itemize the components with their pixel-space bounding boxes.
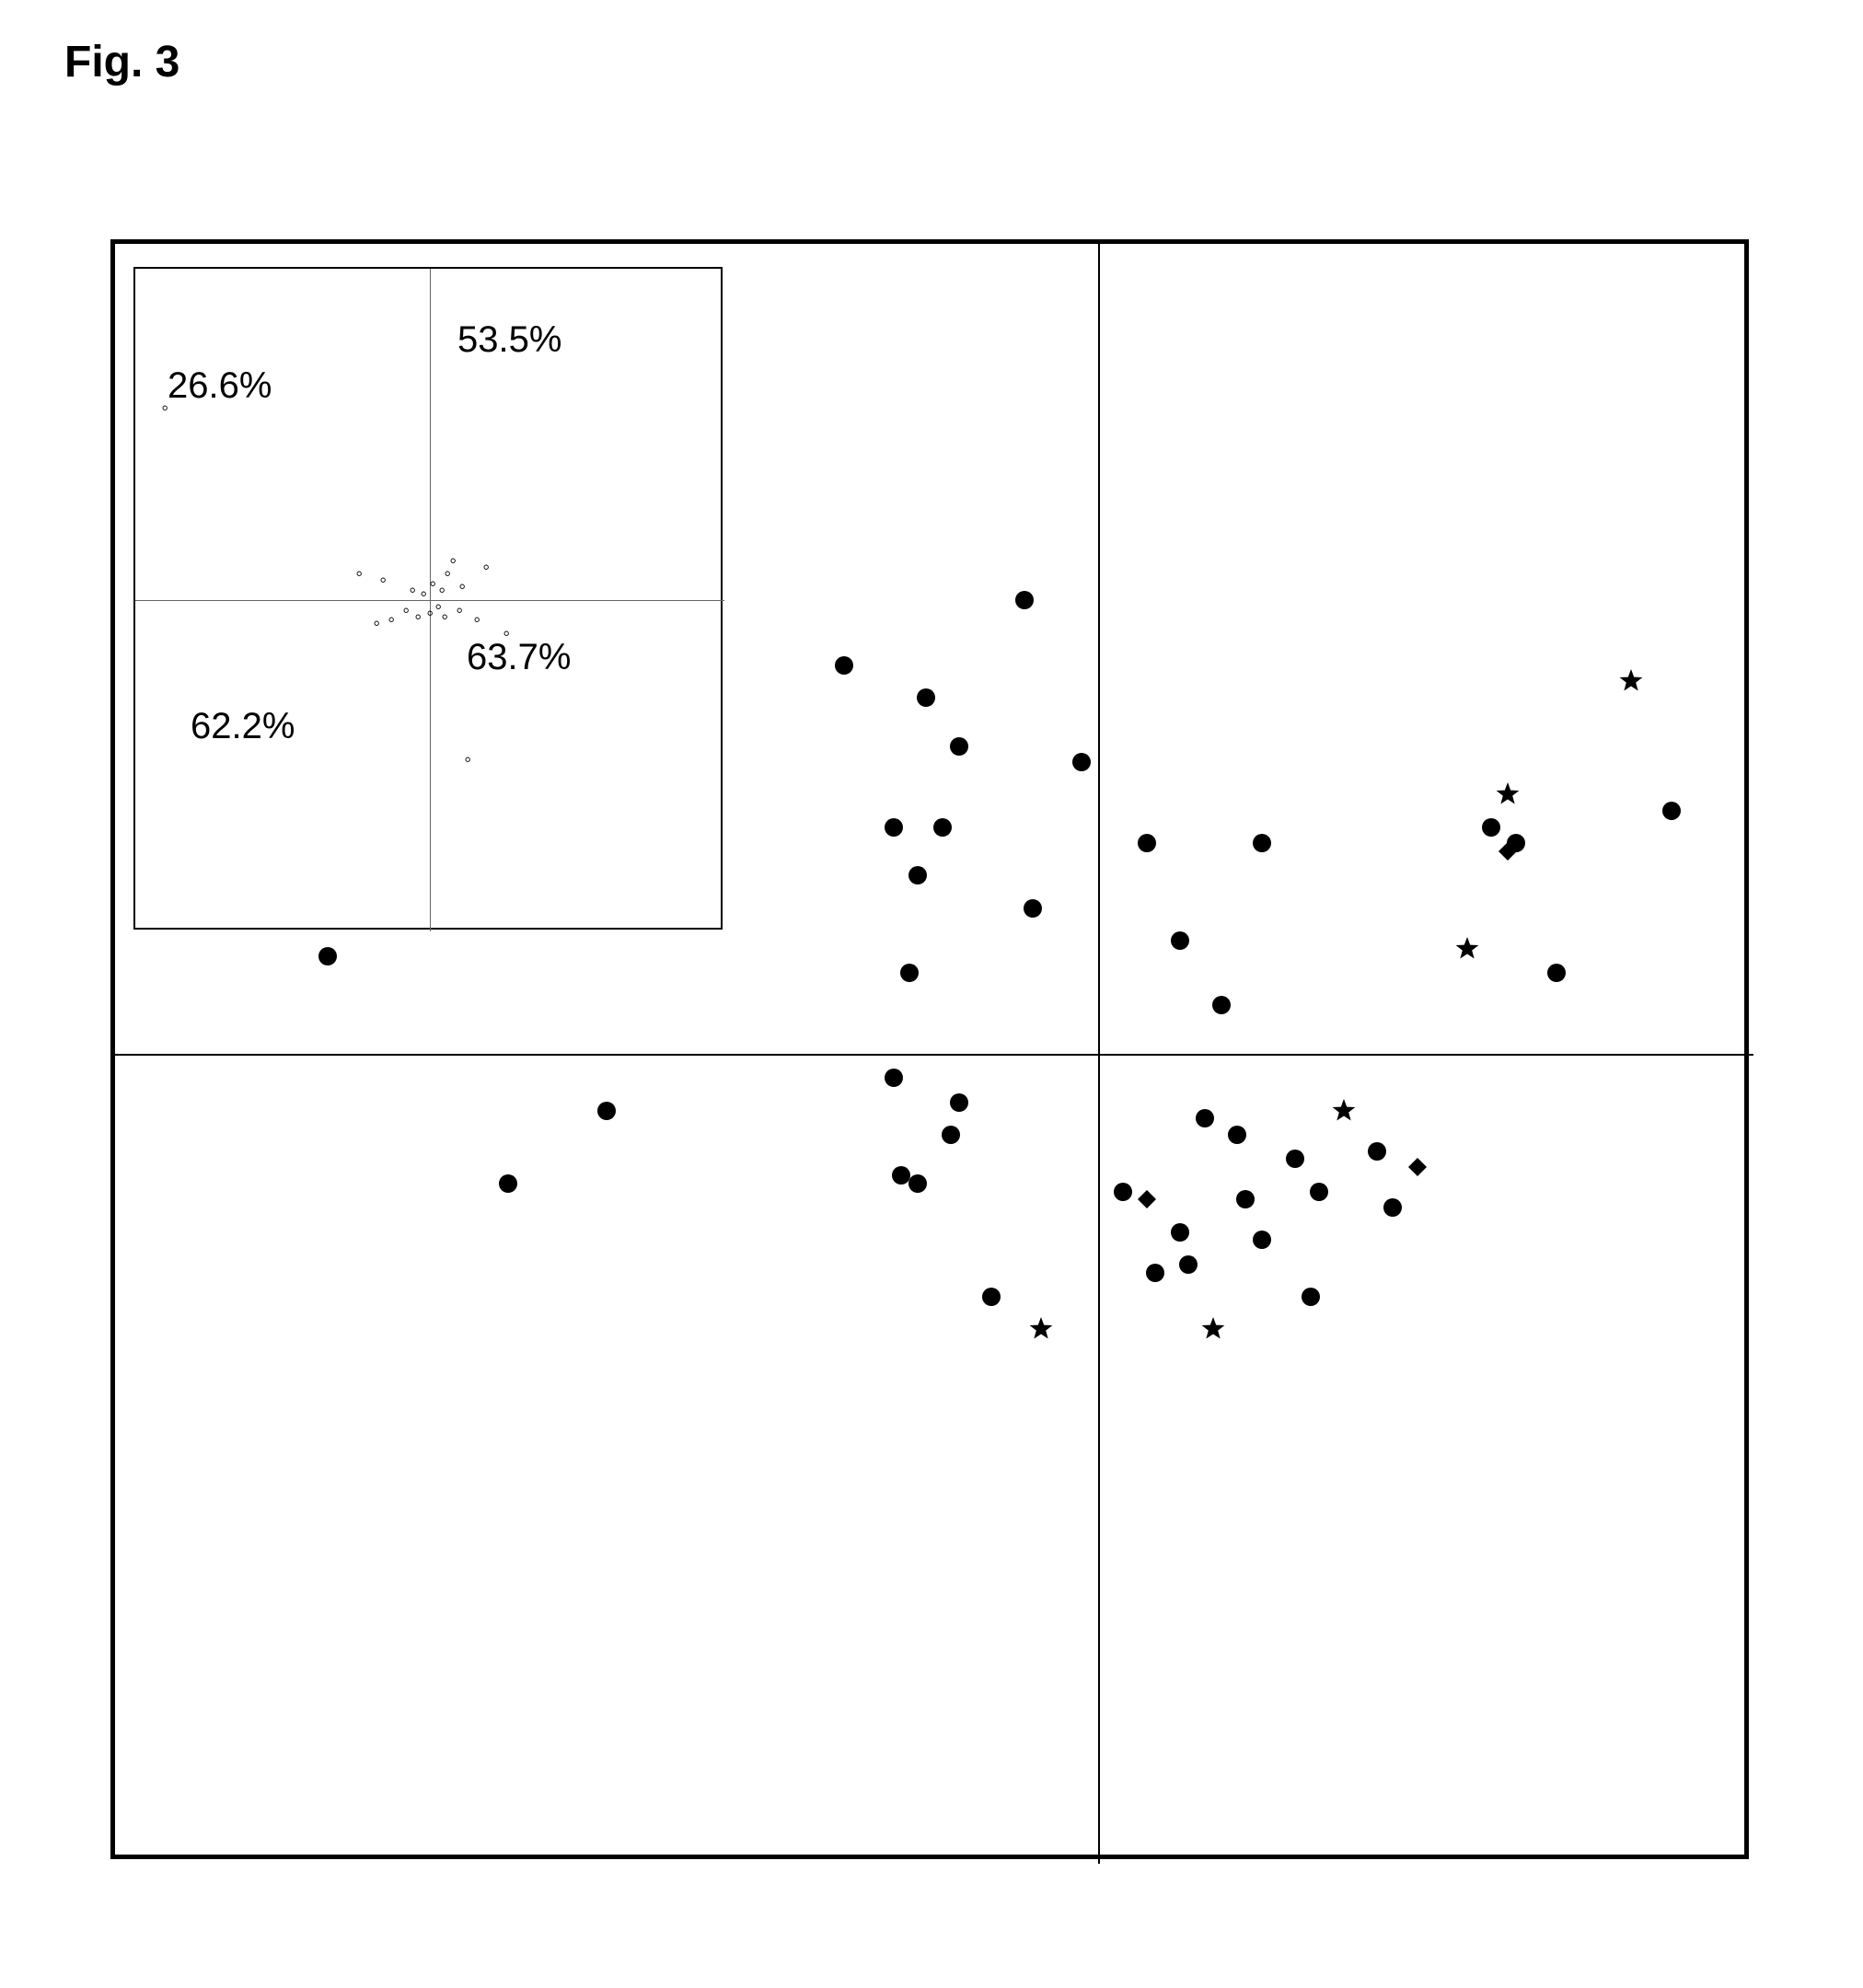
circle-marker: [1196, 1109, 1214, 1127]
circle-marker: [1253, 1231, 1271, 1249]
circle-marker: [411, 588, 414, 592]
star-marker: [1029, 1317, 1053, 1341]
circle-marker: [1302, 1288, 1320, 1306]
circle-marker: [1286, 1150, 1304, 1168]
inset-quadrant-label-br: 63.7%: [467, 637, 571, 678]
circle-marker: [460, 584, 464, 588]
circle-marker: [1138, 834, 1156, 852]
circle-marker: [389, 618, 393, 621]
circle-marker: [416, 615, 420, 618]
circle-marker: [982, 1288, 1001, 1306]
circle-marker: [431, 582, 434, 585]
star-marker: [1332, 1099, 1356, 1123]
circle-marker: [942, 1126, 960, 1144]
circle-marker: [885, 818, 903, 837]
circle-marker: [1114, 1183, 1132, 1201]
main-y-axis: [1098, 244, 1100, 1864]
inset-quadrant-label-tr: 53.5%: [457, 319, 561, 361]
circle-marker: [1482, 818, 1500, 837]
circle-marker: [908, 866, 927, 884]
circle-marker: [933, 818, 952, 837]
circle-marker: [381, 578, 385, 582]
diamond-marker: [1138, 1190, 1156, 1208]
circle-marker: [900, 964, 919, 982]
circle-marker: [1171, 1223, 1189, 1242]
inset-scatter-chart: 26.6% 53.5% 62.2% 63.7%: [133, 267, 723, 930]
circle-marker: [440, 588, 444, 592]
circle-marker: [443, 615, 446, 618]
circle-marker: [428, 611, 432, 615]
circle-marker: [499, 1174, 517, 1193]
circle-marker: [1310, 1183, 1328, 1201]
circle-marker: [908, 1174, 927, 1193]
star-marker: [1201, 1317, 1225, 1341]
circle-marker: [950, 737, 968, 756]
circle-marker: [950, 1093, 968, 1112]
circle-marker: [885, 1069, 903, 1087]
circle-marker: [1236, 1190, 1255, 1208]
circle-marker: [504, 631, 508, 635]
circle-marker: [1547, 964, 1566, 982]
circle-marker: [597, 1102, 616, 1120]
circle-marker: [457, 608, 461, 612]
circle-marker: [404, 608, 408, 612]
diamond-marker: [1408, 1158, 1427, 1176]
circle-marker: [835, 656, 853, 675]
inset-quadrant-label-tl: 26.6%: [168, 365, 272, 407]
diamond-marker: [1498, 842, 1517, 861]
circle-marker: [475, 618, 479, 621]
circle-marker: [436, 605, 440, 608]
page: Fig. 3 26.6% 53.5% 62.2% 63.7%: [0, 0, 1863, 1988]
circle-marker: [451, 559, 455, 562]
figure-title: Fig. 3: [64, 37, 179, 87]
circle-marker: [484, 565, 488, 569]
circle-marker: [1253, 834, 1271, 852]
circle-marker: [1179, 1255, 1198, 1274]
circle-marker: [1368, 1142, 1386, 1161]
circle-marker: [1383, 1198, 1402, 1217]
circle-marker: [422, 592, 425, 595]
star-marker: [1496, 782, 1520, 806]
circle-marker: [1015, 591, 1034, 609]
circle-marker: [446, 572, 449, 575]
circle-marker: [1228, 1126, 1246, 1144]
circle-marker: [163, 406, 167, 410]
circle-marker: [1146, 1264, 1164, 1282]
circle-marker: [1212, 996, 1231, 1014]
inset-y-axis: [430, 269, 431, 931]
circle-marker: [1024, 899, 1042, 918]
circle-marker: [466, 757, 469, 761]
main-x-axis: [115, 1054, 1753, 1056]
inset-quadrant-label-bl: 62.2%: [191, 706, 295, 747]
circle-marker: [917, 688, 935, 707]
star-marker: [1619, 669, 1643, 693]
star-marker: [1455, 937, 1479, 961]
circle-marker: [318, 947, 337, 965]
circle-marker: [375, 621, 378, 625]
circle-marker: [1171, 931, 1189, 950]
circle-marker: [357, 572, 361, 575]
circle-marker: [1072, 753, 1091, 771]
circle-marker: [1662, 802, 1681, 820]
